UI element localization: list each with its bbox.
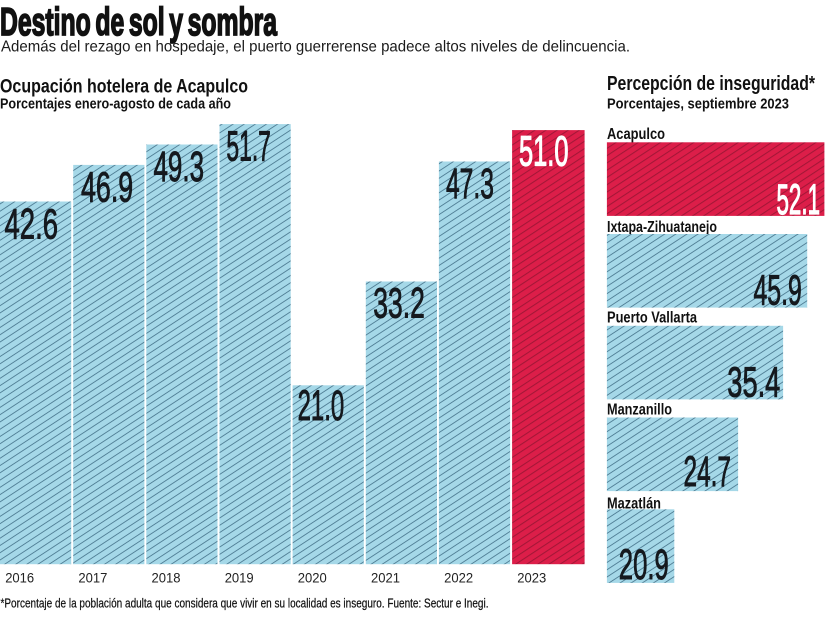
svg-text:49.3: 49.3 bbox=[154, 143, 205, 191]
svg-text:Mazatlán: Mazatlán bbox=[607, 496, 661, 513]
svg-text:51.0: 51.0 bbox=[519, 127, 569, 175]
svg-text:2021: 2021 bbox=[371, 569, 400, 585]
svg-text:35.4: 35.4 bbox=[727, 358, 780, 406]
svg-text:Porcentajes enero-agosto de ca: Porcentajes enero-agosto de cada año bbox=[0, 96, 231, 113]
svg-text:2017: 2017 bbox=[78, 569, 107, 585]
svg-text:2023: 2023 bbox=[517, 569, 546, 585]
svg-text:Manzanillo: Manzanillo bbox=[607, 402, 672, 419]
svg-text:Además del rezago en hospedaje: Además del rezago en hospedaje, el puert… bbox=[1, 39, 630, 56]
svg-text:2022: 2022 bbox=[444, 569, 473, 585]
svg-text:Puerto Vallarta: Puerto Vallarta bbox=[607, 309, 697, 326]
svg-text:33.2: 33.2 bbox=[373, 279, 425, 327]
svg-text:Ixtapa-Zihuatanejo: Ixtapa-Zihuatanejo bbox=[607, 219, 717, 236]
svg-text:Acapulco: Acapulco bbox=[607, 126, 665, 143]
svg-text:47.3: 47.3 bbox=[446, 160, 494, 208]
svg-text:45.9: 45.9 bbox=[754, 267, 802, 315]
svg-text:2018: 2018 bbox=[152, 569, 181, 585]
svg-text:2016: 2016 bbox=[5, 569, 34, 585]
svg-text:52.1: 52.1 bbox=[777, 176, 821, 224]
svg-text:24.7: 24.7 bbox=[684, 448, 732, 496]
svg-text:20.9: 20.9 bbox=[619, 541, 669, 589]
svg-text:51.7: 51.7 bbox=[226, 122, 271, 170]
svg-text:Destino de sol y sombra: Destino de sol y sombra bbox=[0, 1, 277, 44]
svg-text:21.0: 21.0 bbox=[298, 382, 345, 430]
svg-text:Ocupación hotelera de Acapulco: Ocupación hotelera de Acapulco bbox=[0, 76, 248, 98]
svg-text:Percepción de inseguridad*: Percepción de inseguridad* bbox=[607, 73, 815, 95]
svg-text:Porcentajes, septiembre 2023: Porcentajes, septiembre 2023 bbox=[607, 96, 789, 113]
svg-text:2019: 2019 bbox=[225, 569, 254, 585]
svg-text:46.9: 46.9 bbox=[81, 163, 133, 211]
svg-text:2020: 2020 bbox=[298, 569, 327, 585]
svg-text:*Porcentaje de la población ad: *Porcentaje de la población adulta que c… bbox=[1, 596, 489, 611]
svg-text:42.6: 42.6 bbox=[5, 200, 59, 248]
